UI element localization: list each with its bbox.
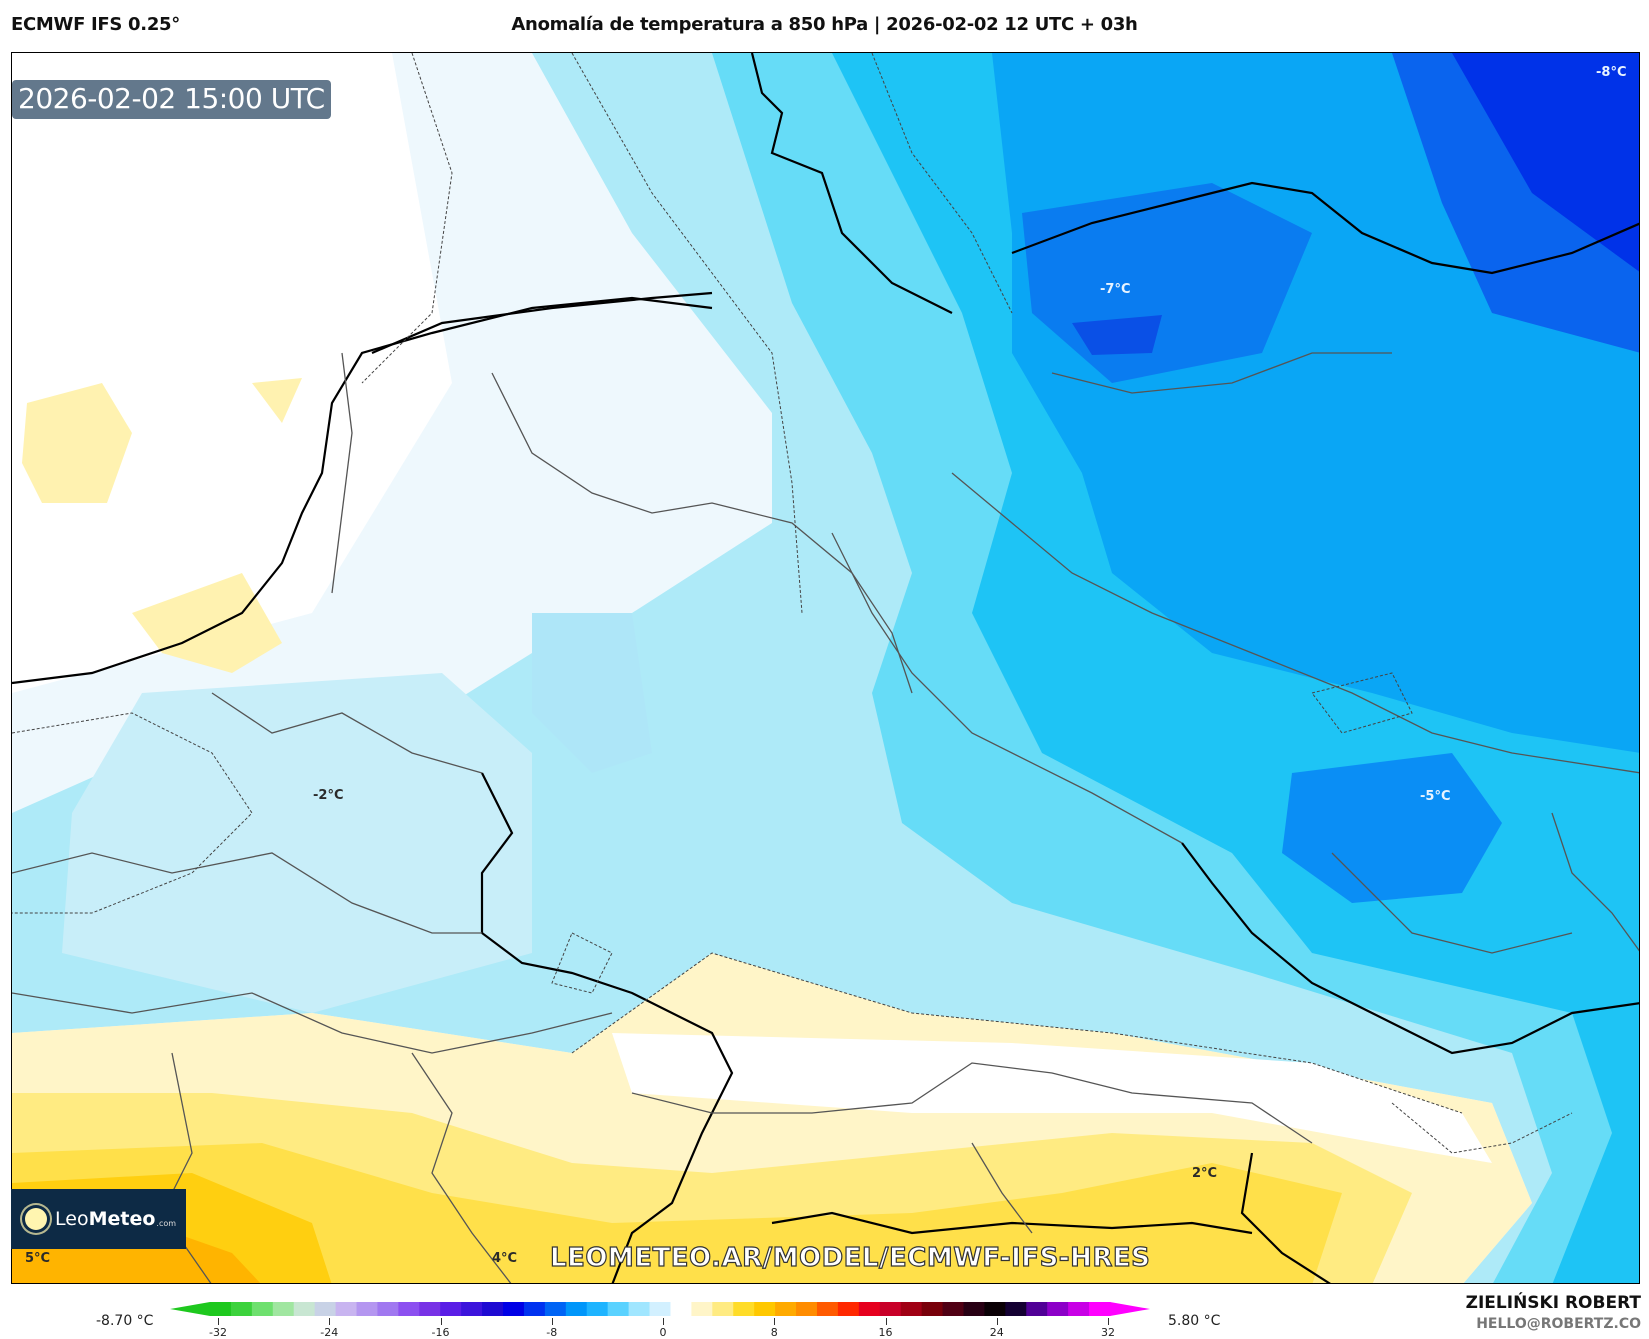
colorbar-tick-label: 32 [1101,1326,1115,1339]
colorbar-tick [885,1318,887,1325]
colorbar-max-label: 5.80 °C [1168,1313,1221,1329]
temp-label-minus2: -2°C [313,788,344,803]
colorbar-tick-label: -24 [320,1326,339,1339]
colorbar-tick-label: 24 [989,1326,1004,1339]
temp-label-5: 5°C [25,1251,51,1266]
colorbar-tick-label: 0 [659,1326,667,1339]
sun-icon [25,1208,47,1230]
temp-label-minus8: -8°C [1596,65,1627,80]
model-title: ECMWF IFS 0.25° [11,14,180,35]
colorbar-tick-label: 8 [770,1326,778,1339]
colorbar-tick [329,1318,331,1325]
colorbar-tick [551,1318,553,1325]
url-watermark: LEOMETEO.AR/MODEL/ECMWF-IFS-HRES [549,1242,1151,1273]
map-canvas [12,53,1639,1283]
colorbar-tick-label: -8 [546,1326,558,1339]
chart-title: Anomalía de temperatura a 850 hPa | 2026… [511,14,1138,35]
colorbar-tick-label: -16 [431,1326,450,1339]
valid-time-badge: 2026-02-02 15:00 UTC [12,80,331,119]
colorbar [170,1302,1150,1316]
temperature-anomaly-map: 2026-02-02 15:00 UTC -8°C -7°C -2°C -5°C… [11,52,1640,1284]
author-email: HELLO@ROBERTZ.CO [1476,1316,1641,1332]
colorbar-tick [996,1318,998,1325]
colorbar-tick-label: 16 [878,1326,893,1339]
temp-label-minus7: -7°C [1100,282,1131,297]
colorbar-tick [1108,1318,1109,1325]
colorbar-tick [440,1318,442,1325]
colorbar-min-label: -8.70 °C [96,1313,154,1329]
colorbar-tick [218,1318,219,1325]
leometeo-logo: Leo Meteo .com [11,1189,186,1249]
logo-text-leo: Leo [55,1208,89,1230]
author-name: ZIELIŃSKI ROBERT [1465,1293,1641,1313]
colorbar-tick [663,1318,664,1325]
logo-text-com: .com [156,1218,177,1228]
colorbar-tick-label: -32 [209,1326,227,1339]
colorbar-tick [774,1318,776,1325]
temp-label-minus5: -5°C [1420,789,1451,804]
temp-label-2: 2°C [1192,1166,1218,1181]
temp-label-4: 4°C [492,1251,518,1266]
logo-text-meteo: Meteo [88,1208,156,1230]
